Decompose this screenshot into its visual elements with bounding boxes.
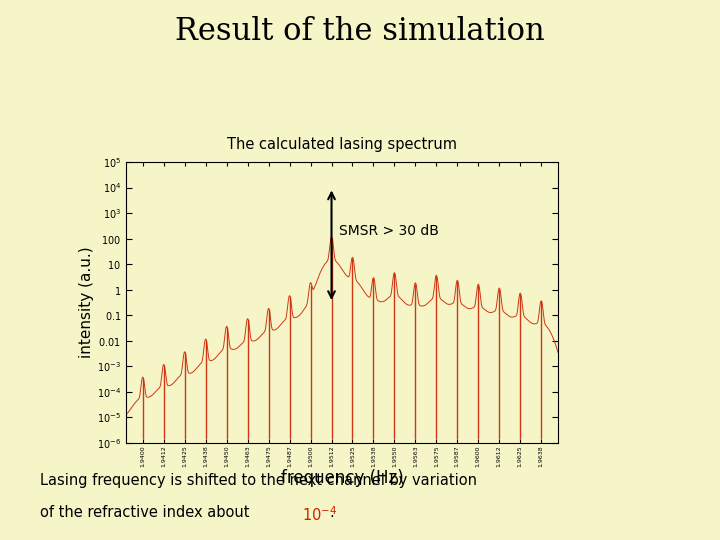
Text: .: .	[330, 505, 335, 520]
Text: The calculated lasing spectrum: The calculated lasing spectrum	[227, 137, 457, 152]
Text: of the refractive index about: of the refractive index about	[40, 505, 253, 520]
Y-axis label: intensity (a.u.): intensity (a.u.)	[79, 247, 94, 358]
Text: $10^{-4}$: $10^{-4}$	[302, 505, 338, 524]
X-axis label: frequency (Hz): frequency (Hz)	[281, 469, 403, 487]
Text: SMSR > 30 dB: SMSR > 30 dB	[339, 224, 438, 238]
Text: Result of the simulation: Result of the simulation	[175, 16, 545, 47]
Text: Lasing frequency is shifted to the next channel by variation: Lasing frequency is shifted to the next …	[40, 472, 477, 488]
